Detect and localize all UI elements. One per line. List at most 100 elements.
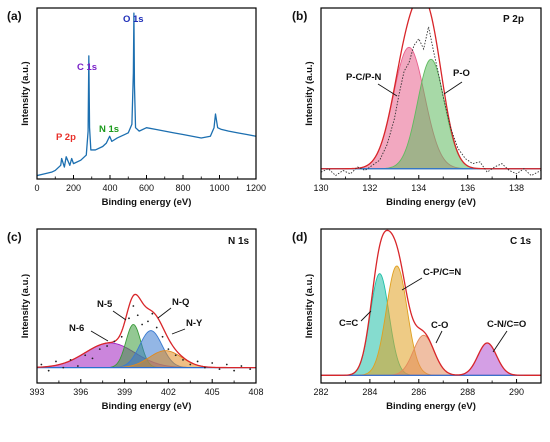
peak-annotation: C=C — [339, 318, 358, 329]
raw-data-point — [69, 359, 72, 361]
x-tick-label: 393 — [29, 387, 44, 397]
peak-annotation: P 2p — [56, 132, 76, 143]
raw-data-point — [128, 317, 130, 320]
x-tick-label: 1000 — [209, 183, 229, 193]
x-tick-label: 396 — [73, 387, 88, 397]
x-tick-label: 405 — [205, 387, 220, 397]
raw-data-point — [174, 354, 177, 357]
x-axis-label: Binding energy (eV) — [386, 401, 476, 412]
peak-annotation: N-6 — [69, 323, 84, 334]
x-tick-label: 288 — [460, 387, 475, 397]
fit-envelope — [37, 293, 256, 369]
x-tick-label: 286 — [411, 387, 426, 397]
fit-envelope — [321, 229, 541, 376]
plot-area — [37, 12, 256, 177]
peak-c-o — [321, 334, 541, 376]
x-tick-label: 282 — [313, 387, 328, 397]
annotation-arrow — [171, 328, 186, 335]
peak-annotation: P-C/P-N — [346, 72, 382, 83]
plot-area — [37, 293, 256, 372]
x-tick-label: 0 — [34, 183, 39, 193]
x-tick-label: 800 — [175, 183, 190, 193]
x-tick-label: 402 — [161, 387, 176, 397]
raw-data-line — [321, 26, 541, 177]
x-tick-label: 136 — [460, 183, 475, 193]
raw-data-point — [132, 305, 135, 307]
raw-data-point — [240, 365, 243, 367]
raw-data-point — [249, 368, 252, 371]
fit-envelope — [321, 8, 541, 170]
peak-annotation: P-O — [453, 68, 470, 79]
x-tick-label: 399 — [117, 387, 132, 397]
survey-spectrum-line — [37, 12, 256, 177]
raw-data-point — [167, 348, 170, 351]
peak-annotation: O 1s — [123, 14, 144, 25]
raw-data-point — [55, 360, 57, 363]
annotation-arrow — [360, 310, 372, 322]
panel-a: 0 200 400 600 800 1000 1200 Binding energy (eV)… — [7, 7, 266, 208]
x-tick-label: 284 — [362, 387, 377, 397]
x-tick-label: 1200 — [246, 183, 266, 193]
x-tick-label: 134 — [411, 183, 426, 193]
peak-annotation: C-O — [431, 320, 448, 331]
raw-data-point — [151, 312, 154, 315]
panel-inner-title: P 2p — [503, 14, 524, 25]
panel-b: 130 132 134 136 138 Binding energy (eV) Intens… — [292, 7, 542, 208]
annotation-arrow — [377, 83, 398, 97]
peak-annotation: N-5 — [97, 299, 113, 310]
y-axis-label: Intensity (a.u.) — [20, 274, 31, 338]
peak-annotation: N 1s — [99, 124, 119, 135]
raw-data-point — [47, 369, 50, 372]
panel-label: (a) — [7, 9, 22, 23]
raw-data-point — [211, 362, 214, 364]
x-tick-label: 408 — [248, 387, 263, 397]
peak-annotation: C-P/C=N — [423, 267, 461, 278]
raw-data-point — [233, 369, 236, 372]
x-tick-label: 400 — [102, 183, 117, 193]
x-tick-label: 290 — [509, 387, 524, 397]
x-tick-label: 130 — [313, 183, 328, 193]
plot-frame — [320, 228, 542, 384]
peak-annotation: N-Q — [172, 297, 189, 308]
raw-data-point — [136, 314, 139, 317]
raw-data-point — [62, 366, 65, 369]
raw-data-point — [141, 323, 144, 326]
raw-data-point — [147, 320, 149, 323]
x-axis-label: Binding energy (eV) — [102, 197, 192, 208]
annotation-arrow — [401, 277, 423, 291]
annotation-arrow — [435, 330, 443, 344]
panel-d: 282 284 286 288 290 Binding energy (eV) Intens… — [292, 228, 542, 412]
panel-label: (b) — [292, 9, 307, 23]
x-tick-label: 600 — [139, 183, 154, 193]
raw-data-point — [40, 363, 43, 366]
panel-inner-title: N 1s — [228, 236, 250, 247]
raw-data-point — [76, 365, 79, 367]
annotation-arrow — [112, 310, 127, 321]
panel-inner-title: C 1s — [510, 236, 532, 247]
raw-data-point — [120, 335, 123, 338]
raw-data-point — [113, 340, 116, 343]
annotation-arrow — [157, 307, 172, 319]
plot-frame — [320, 7, 542, 180]
x-tick-label: 200 — [66, 183, 81, 193]
panel-label: (d) — [292, 230, 307, 244]
raw-data-point — [189, 363, 192, 366]
x-tick-label: 138 — [509, 183, 524, 193]
panel-c: 393 396 399 402 405 408 Binding energy (eV) Int… — [7, 228, 264, 412]
plot-area — [321, 8, 541, 177]
panel-label: (c) — [7, 230, 22, 244]
raw-data-point — [196, 360, 199, 363]
y-axis-label: Intensity (a.u.) — [304, 274, 315, 338]
raw-data-point — [204, 366, 206, 369]
raw-data-point — [98, 348, 101, 351]
raw-data-point — [218, 368, 221, 371]
peak-annotation: C-N/C=O — [487, 319, 526, 330]
raw-data-point — [155, 326, 158, 329]
annotation-arrow — [492, 330, 508, 353]
raw-data-point — [84, 354, 87, 357]
annotation-arrow — [443, 81, 463, 95]
raw-data-point — [91, 357, 94, 360]
raw-data-point — [225, 363, 228, 366]
y-axis-label: Intensity (a.u.) — [20, 61, 31, 125]
